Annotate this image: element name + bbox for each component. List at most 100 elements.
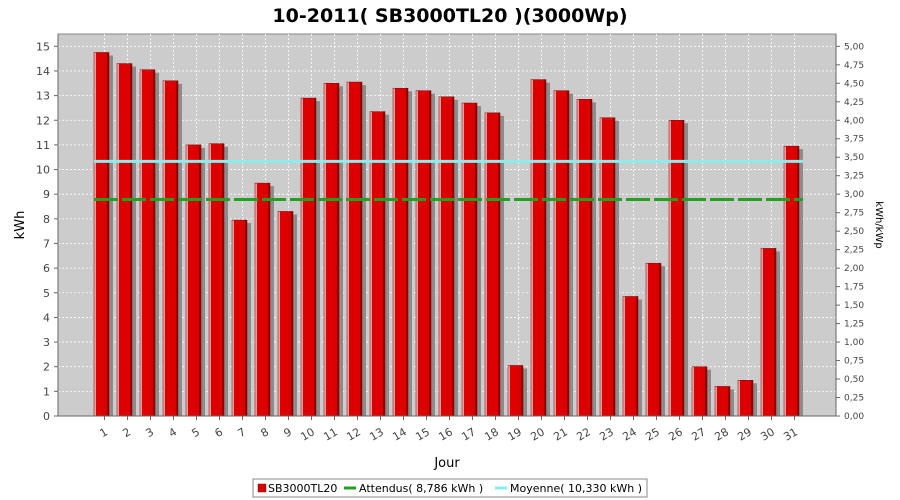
bar (209, 143, 224, 417)
bar-24 (622, 296, 639, 417)
bar-3 (139, 69, 156, 417)
y-tick-label: 0 (43, 410, 50, 423)
bar (117, 63, 132, 417)
y-right-tick-label: 0,00 (844, 412, 864, 422)
bar-10 (300, 97, 317, 417)
bar-7 (231, 219, 248, 417)
x-tick-label: 1 (97, 425, 110, 440)
x-tick-label: 24 (620, 425, 639, 443)
bar-highlight (692, 366, 694, 416)
y-axis-right: 0,00 0,25 0,50 0,75 1,00 1,25 1,50 1,75 2,00 2,25… (835, 34, 864, 422)
y-right-tick-label: 1,50 (844, 301, 864, 311)
bar-highlight (784, 146, 786, 416)
bar (94, 52, 109, 416)
y-tick-label: 10 (36, 164, 50, 177)
bar-highlight (508, 365, 510, 416)
bar-edge (682, 120, 684, 417)
y-right-tick-label: 1,00 (844, 338, 864, 348)
x-tick-label: 12 (344, 425, 363, 443)
x-tick-label: 19 (505, 425, 524, 443)
bar-highlight (761, 248, 763, 416)
y-tick-label: 3 (43, 336, 50, 349)
bar-14 (392, 87, 409, 417)
x-tick-label: 14 (390, 425, 409, 443)
legend-box (252, 478, 648, 498)
y-tick-label: 13 (36, 90, 50, 103)
bar-edge (199, 144, 201, 416)
y-axis-right-label: kWh/kWp (873, 201, 884, 248)
bar-edge (337, 83, 339, 417)
bar-edge (705, 366, 707, 416)
bar-highlight (140, 69, 142, 417)
y-tick-label: 15 (36, 40, 50, 53)
bar-highlight (715, 386, 717, 416)
x-tick-label: 22 (574, 425, 593, 443)
y-right-tick-label: 2,00 (844, 264, 864, 274)
bar (393, 88, 408, 416)
x-axis: 1 2 3 4 5 6 7 8 9 10 11 12 13 14 15 16 17 18 19 20 21 22 23 24 2… (58, 415, 836, 444)
bar-11 (323, 83, 340, 417)
bar (784, 146, 799, 416)
bar-highlight (623, 296, 625, 416)
bar (370, 111, 385, 416)
bar-highlight (554, 90, 556, 416)
bar-highlight (669, 120, 671, 417)
bar (462, 103, 477, 416)
bar (646, 263, 661, 416)
x-tick-label: 3 (143, 425, 156, 440)
bar-highlight (324, 83, 326, 417)
x-tick-label: 2 (120, 425, 133, 440)
bar-29 (737, 380, 754, 417)
bar-edge (751, 380, 753, 416)
x-tick-label: 6 (212, 425, 225, 440)
bar-highlight (163, 80, 165, 416)
bar-highlight (232, 220, 234, 416)
y-tick-label: 9 (43, 188, 50, 201)
bar-8 (254, 182, 271, 417)
bar-highlight (600, 117, 602, 416)
bar-highlight (439, 96, 441, 417)
bar-highlight (462, 103, 464, 416)
bar-edge (130, 63, 132, 417)
y-right-tick-label: 0,50 (844, 375, 864, 385)
x-tick-label: 9 (281, 425, 294, 440)
x-tick-label: 26 (666, 425, 685, 443)
bar-1 (93, 52, 110, 417)
bar-highlight (393, 88, 395, 416)
y-tick-label: 7 (43, 237, 50, 250)
bar-22 (576, 99, 593, 417)
bar-13 (369, 111, 386, 417)
bar (163, 80, 178, 416)
bar-edge (452, 96, 454, 417)
chart-title: 10-2011( SB3000TL20 )(3000Wp) (272, 5, 627, 27)
y-right-tick-label: 4,00 (844, 116, 864, 126)
bar-highlight (485, 112, 487, 417)
bar-edge (613, 117, 615, 416)
bar-26 (668, 120, 685, 417)
bar-highlight (347, 82, 349, 416)
bar (278, 211, 293, 416)
bar-edge (406, 88, 408, 416)
y-right-tick-label: 2,75 (844, 209, 864, 219)
x-tick-label: 23 (597, 425, 616, 443)
y-right-tick-label: 3,00 (844, 190, 864, 200)
bar (623, 296, 638, 416)
bar (554, 90, 569, 416)
bar-17 (461, 102, 478, 417)
bar-highlight (301, 98, 303, 416)
x-tick-label: 5 (189, 425, 202, 440)
bar-edge (245, 220, 247, 416)
bar-28 (714, 386, 731, 417)
x-tick-label: 17 (459, 425, 478, 443)
bar (738, 380, 753, 416)
y-right-tick-label: 2,50 (844, 227, 864, 237)
y-right-tick-label: 3,75 (844, 135, 864, 145)
x-tick-label: 7 (235, 425, 248, 440)
x-tick-label: 20 (528, 425, 547, 443)
bar-edge (774, 248, 776, 416)
legend-swatch-bars (257, 483, 267, 493)
bar-highlight (94, 52, 96, 416)
bar-edge (107, 52, 109, 416)
bar-edge (659, 263, 661, 416)
